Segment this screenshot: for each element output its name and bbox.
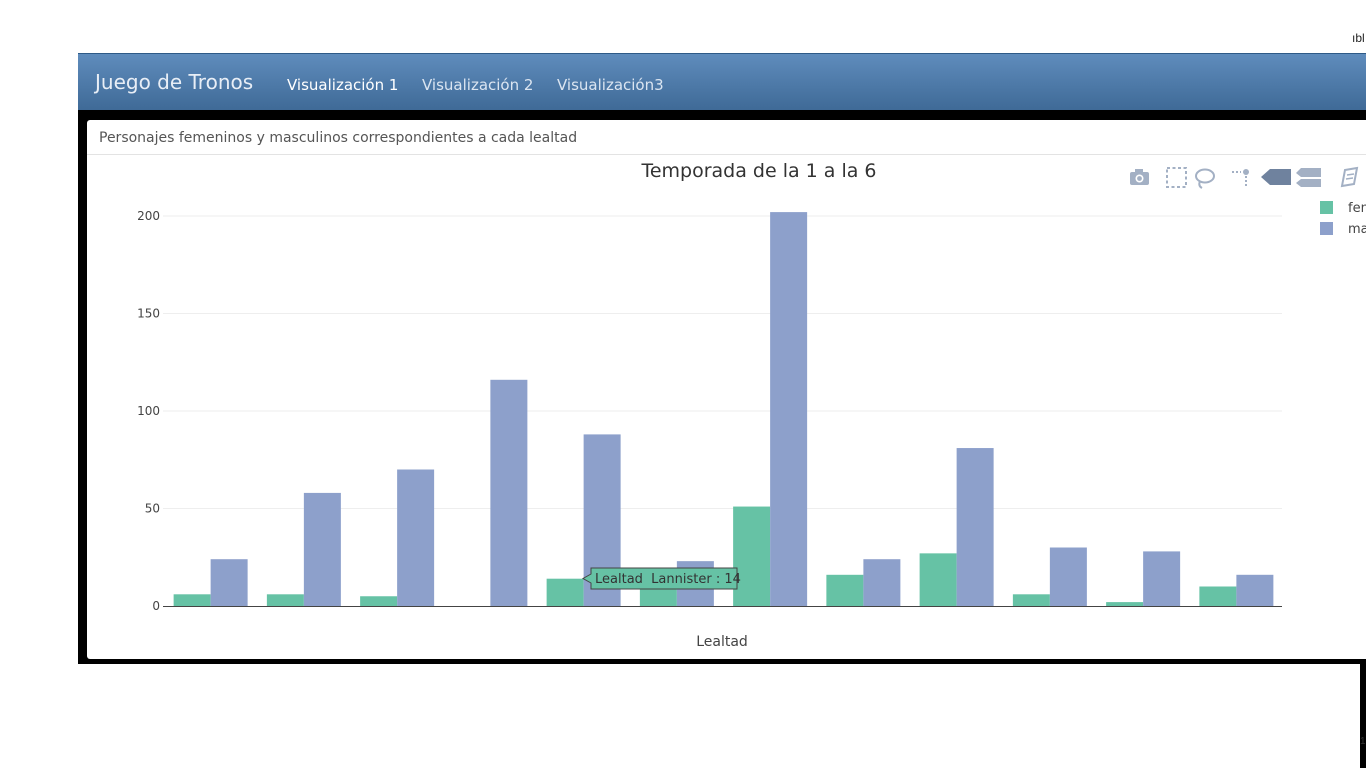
grid-lines [163,215,1282,509]
bar-chart: 0 50 100 150 200 Temporada de la 1 a la 6 Le… [137,160,1366,650]
y-tick-label: 100 [137,404,160,418]
y-tick-label: 150 [137,307,160,321]
legend-label-masculino[interactable]: ma [1348,222,1366,237]
bar-femenino[interactable] [1106,602,1144,606]
legend-label-femenino[interactable]: fen [1348,201,1366,216]
x-axis-title: Lealtad [696,634,748,650]
y-axis-ticks: 0 50 100 150 200 [137,209,160,613]
tooltip-text: Lealtad Lannister : 14 [595,572,741,587]
bars [173,212,1274,607]
legend-swatch-femenino[interactable] [1320,201,1333,214]
bar-femenino[interactable] [266,594,304,606]
navbar: Juego de Tronos Visualización 1 Visualiz… [78,53,1366,110]
bar-femenino[interactable] [1012,594,1050,606]
legend: fen ma [1320,201,1366,237]
chart-panel: Personajes femeninos y masculinos corres… [87,120,1366,659]
bar-femenino[interactable] [360,596,398,606]
navbar-brand[interactable]: Juego de Tronos [95,70,254,94]
bar-masculino[interactable] [956,448,994,606]
bar-masculino[interactable] [1143,551,1181,606]
bar-masculino[interactable] [210,559,248,606]
y-tick-label: 50 [145,502,160,516]
camera-icon[interactable] [1130,169,1149,185]
nav-item-visualizacion-1[interactable]: Visualización 1 [287,76,399,94]
bar-femenino[interactable] [826,574,864,606]
y-tick-label: 200 [137,209,160,223]
bar-femenino[interactable] [919,553,957,606]
nav-item-visualizacion-2[interactable]: Visualización 2 [422,76,534,94]
hover-tooltip: Lealtad Lannister : 14 [581,567,741,590]
nav-item-visualizacion-3[interactable]: Visualización3 [557,76,664,94]
bar-femenino[interactable] [173,594,211,606]
top-strip-text: ıbl [1352,31,1365,45]
y-tick-label: 0 [152,599,160,613]
spike-lines-icon[interactable] [1232,169,1249,186]
hover-closest-icon[interactable] [1261,169,1291,185]
panel-heading-text: Personajes femeninos y masculinos corres… [99,130,578,146]
lasso-icon[interactable] [1195,168,1215,189]
bar-masculino[interactable] [490,379,528,606]
bar-masculino[interactable] [863,559,901,606]
hover-compare-icon[interactable] [1296,168,1321,187]
bar-masculino[interactable] [1236,574,1274,606]
bar-femenino[interactable] [1199,586,1237,607]
plotly-logo-icon[interactable] [1340,166,1359,188]
bar-masculino[interactable] [1049,547,1087,607]
bar-masculino[interactable] [770,212,808,606]
legend-swatch-masculino[interactable] [1320,222,1333,235]
corner-text: 1 [1360,736,1366,747]
frame-edge [1360,664,1366,768]
box-select-icon[interactable] [1166,167,1187,188]
bar-masculino[interactable] [303,492,341,606]
bar-masculino[interactable] [397,469,435,607]
bar-femenino[interactable] [733,506,771,606]
bar-femenino[interactable] [546,578,584,606]
chart-title: Temporada de la 1 a la 6 [640,160,876,182]
panel-heading: Personajes femeninos y masculinos corres… [87,120,1366,155]
